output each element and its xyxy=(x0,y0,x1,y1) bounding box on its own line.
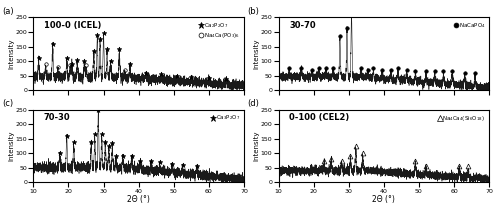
Text: (b): (b) xyxy=(247,7,259,16)
Legend: NaCaPO$_4$: NaCaPO$_4$ xyxy=(454,20,486,31)
X-axis label: 2Θ (°): 2Θ (°) xyxy=(372,195,395,204)
Y-axis label: Intensity: Intensity xyxy=(8,131,14,161)
Legend: Na$_4$Ca$_4$(Si$_6$O$_{18}$): Na$_4$Ca$_4$(Si$_6$O$_{18}$) xyxy=(438,112,486,124)
Text: 70-30: 70-30 xyxy=(44,113,70,122)
Text: (a): (a) xyxy=(2,7,14,16)
Legend: Ca$_2$P$_2$O$_7$, Na$_4$Ca(PO$_3$)$_6$: Ca$_2$P$_2$O$_7$, Na$_4$Ca(PO$_3$)$_6$ xyxy=(200,20,241,41)
Text: 0-100 (CEL2): 0-100 (CEL2) xyxy=(289,113,350,122)
Text: (d): (d) xyxy=(247,99,259,108)
Y-axis label: Intensity: Intensity xyxy=(253,39,259,69)
Y-axis label: Intensity: Intensity xyxy=(8,39,14,69)
Text: (c): (c) xyxy=(2,99,13,108)
Y-axis label: Intensity: Intensity xyxy=(253,131,259,161)
X-axis label: 2Θ (°): 2Θ (°) xyxy=(127,195,150,204)
Text: 30-70: 30-70 xyxy=(289,21,316,30)
Text: 100-0 (ICEL): 100-0 (ICEL) xyxy=(44,21,102,30)
Legend: Ca$_3$P$_2$O$_7$: Ca$_3$P$_2$O$_7$ xyxy=(212,112,241,124)
